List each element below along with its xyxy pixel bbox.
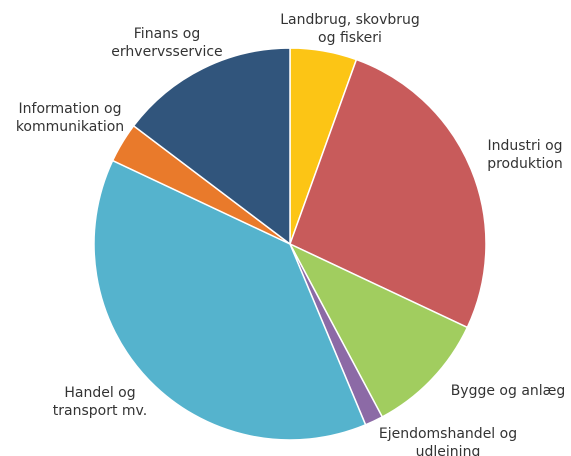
slice-label-3: Ejendomshandel og udlejning bbox=[379, 426, 517, 456]
pie-labels: Landbrug, skovbrug og fiskeri Industri og p… bbox=[16, 12, 565, 456]
pie-slices bbox=[93, 47, 487, 441]
pie-slice-1 bbox=[289, 58, 487, 329]
slice-label-5: Information og kommunikation bbox=[16, 101, 124, 135]
slice-label-1: Industri og produktion bbox=[487, 138, 563, 172]
pie-slice-2 bbox=[288, 242, 469, 418]
slice-label-4: Handel og transport mv. bbox=[53, 385, 147, 419]
slice-label-6: Finans og erhvervsservice bbox=[111, 26, 222, 60]
pie-slice-4 bbox=[93, 159, 367, 441]
slice-label-2: Bygge og anlæg bbox=[451, 383, 566, 399]
pie-slice-6 bbox=[132, 47, 291, 246]
slice-label-0: Landbrug, skovbrug og fiskeri bbox=[280, 12, 420, 46]
